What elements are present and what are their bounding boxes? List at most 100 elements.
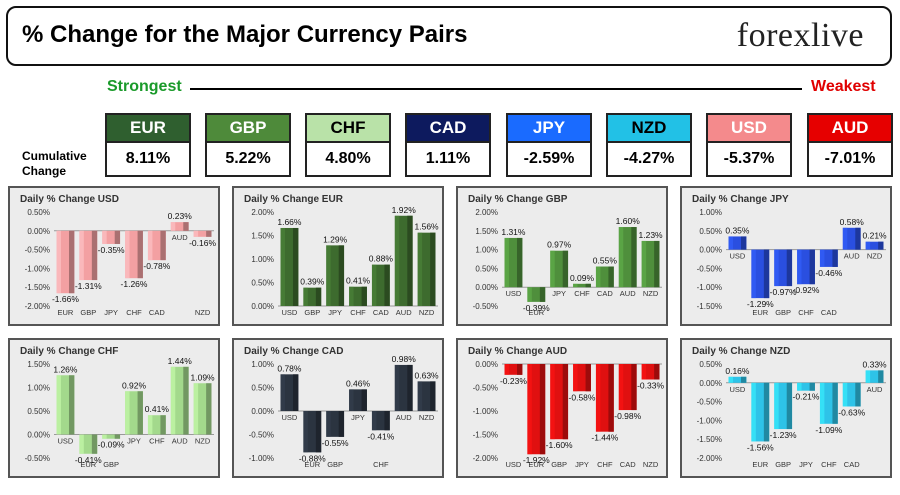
bar-group bbox=[728, 376, 747, 383]
bar-group bbox=[326, 411, 345, 437]
x-tick-label: EUR bbox=[80, 460, 96, 469]
x-tick-label: JPY bbox=[351, 413, 365, 422]
bar-shade bbox=[407, 364, 413, 411]
y-tick-label: 0.00% bbox=[251, 407, 274, 416]
bar-highlight bbox=[193, 230, 199, 237]
bar-highlight bbox=[102, 230, 107, 244]
bar-group bbox=[819, 249, 838, 267]
bar-shade bbox=[292, 374, 299, 411]
data-label: 0.23% bbox=[168, 211, 193, 221]
bar-highlight bbox=[371, 411, 377, 431]
bar-group bbox=[842, 227, 861, 250]
chart-svg: 1.00% 0.50% 0.00% -0.50% -1.00% -1.50% 0.35% US… bbox=[697, 208, 887, 317]
currency-name: GBP bbox=[205, 113, 291, 143]
bar-shade bbox=[608, 364, 614, 432]
x-tick-label: EUR bbox=[752, 308, 768, 317]
bar-highlight bbox=[865, 241, 871, 250]
bar bbox=[573, 283, 591, 288]
bar-shade bbox=[183, 222, 189, 231]
chart-title: Daily % Change EUR bbox=[244, 194, 343, 205]
data-label: -0.33% bbox=[637, 381, 664, 391]
data-label: -0.97% bbox=[770, 287, 797, 297]
bar-shade bbox=[832, 249, 838, 267]
bar-shade bbox=[361, 286, 367, 306]
data-label: -1.31% bbox=[75, 281, 102, 291]
bar-group bbox=[193, 230, 212, 237]
y-tick-label: -1.50% bbox=[473, 431, 498, 440]
data-label: 1.92% bbox=[392, 205, 417, 215]
data-label: -0.21% bbox=[793, 392, 820, 402]
bar-highlight bbox=[527, 364, 532, 455]
x-tick-label: CHF bbox=[350, 308, 366, 317]
currency-name: NZD bbox=[606, 113, 692, 143]
bar-highlight bbox=[56, 230, 61, 294]
bar-group bbox=[573, 364, 591, 392]
chart-panel: Daily % Change CHF 1.50% 1.00% 0.50% 0.00% -0… bbox=[8, 338, 220, 478]
bar-highlight bbox=[618, 227, 624, 288]
y-tick-label: -1.50% bbox=[697, 435, 722, 444]
x-tick-label: GBP bbox=[775, 308, 791, 317]
bar-shade bbox=[631, 364, 637, 411]
bar bbox=[797, 382, 815, 391]
bar-highlight bbox=[842, 227, 848, 250]
data-label: -0.23% bbox=[500, 376, 527, 386]
bar-shade bbox=[160, 415, 166, 435]
bar-group bbox=[79, 434, 98, 454]
bar bbox=[728, 376, 747, 383]
bar-group bbox=[349, 389, 367, 411]
y-tick-label: -0.50% bbox=[473, 302, 498, 311]
bar-highlight bbox=[280, 227, 285, 306]
bar-highlight bbox=[550, 250, 555, 288]
bar-shade bbox=[809, 249, 815, 285]
bar-shade bbox=[516, 237, 523, 288]
bar-highlight bbox=[326, 411, 331, 437]
header-bar: % Change for the Major Currency Pairs fo… bbox=[6, 6, 892, 66]
currency-box-nzd: NZD -4.27% bbox=[606, 113, 692, 179]
data-label: 0.35% bbox=[725, 225, 750, 235]
bar-highlight bbox=[751, 249, 756, 299]
bar-highlight bbox=[774, 249, 779, 287]
y-tick-label: 0.00% bbox=[699, 246, 722, 255]
chart-svg: 0.00%-0.50%-1.00%-1.50%-2.00%-0.23%USD -1… bbox=[473, 360, 665, 469]
bar-shade bbox=[786, 249, 793, 287]
currency-cumulative-value: 5.22% bbox=[205, 143, 291, 177]
currency-box-eur: EUR 8.11% bbox=[105, 113, 191, 179]
bar-group bbox=[170, 222, 189, 231]
bar-group bbox=[550, 364, 569, 440]
bar-group bbox=[280, 227, 299, 306]
bar-shade bbox=[206, 383, 212, 435]
chart-svg: 2.00% 1.50% 1.00% 0.50% 0.00% 1.66% USD 0.39% GB… bbox=[251, 205, 439, 317]
bar-highlight bbox=[170, 222, 176, 231]
chart-panel: Daily % Change NZD 0.50% 0.00% -0.50% -1.00%… bbox=[680, 338, 892, 478]
bar-highlight bbox=[417, 232, 423, 306]
chart-panel: Daily % Change GBP 2.00% 1.50% 1.00% 0.50% 0.… bbox=[456, 186, 668, 326]
data-label: 0.97% bbox=[547, 240, 572, 250]
chart-panel: Daily % Change EUR 2.00% 1.50% 1.00% 0.50% 0.… bbox=[232, 186, 444, 326]
y-tick-label: -1.00% bbox=[249, 454, 274, 463]
x-tick-label: CHF bbox=[149, 437, 165, 446]
data-label: -1.09% bbox=[815, 425, 842, 435]
bar-group bbox=[326, 245, 345, 306]
strongest-label: Strongest bbox=[107, 78, 182, 95]
bar-shade bbox=[183, 366, 189, 435]
y-tick-label: -0.50% bbox=[25, 454, 50, 463]
chart-title: Daily % Change GBP bbox=[468, 194, 568, 205]
x-tick-label: NZD bbox=[419, 308, 435, 317]
bar-shade bbox=[832, 382, 838, 424]
bar-shade bbox=[585, 283, 591, 288]
chart-svg: 0.50% 0.00% -0.50% -1.00% -1.50% -2.00%-1.66%… bbox=[25, 208, 217, 317]
y-tick-label: 1.50% bbox=[251, 232, 274, 241]
bar-highlight bbox=[280, 374, 285, 411]
data-label: 1.66% bbox=[277, 217, 302, 227]
bar-shade bbox=[562, 364, 569, 440]
bar-shade bbox=[292, 227, 299, 306]
data-label: -1.23% bbox=[770, 430, 797, 440]
bar-group bbox=[595, 266, 614, 288]
x-tick-label: USD bbox=[282, 413, 298, 422]
x-tick-label: GBP bbox=[304, 308, 320, 317]
y-tick-label: 0.50% bbox=[27, 208, 50, 217]
chart-title: Daily % Change AUD bbox=[468, 346, 568, 357]
currency-name: CAD bbox=[405, 113, 491, 143]
bar-highlight bbox=[728, 376, 733, 383]
bar-highlight bbox=[394, 215, 400, 306]
